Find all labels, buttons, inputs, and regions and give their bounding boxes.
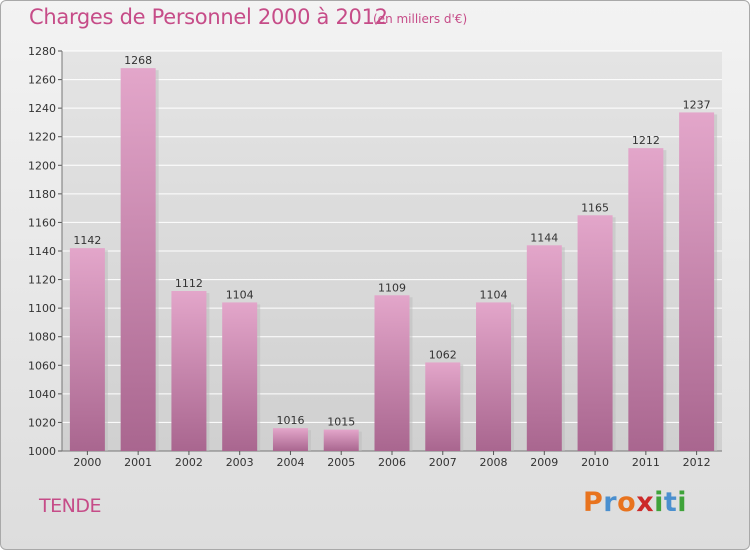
- logo-letter: P: [583, 487, 604, 518]
- y-tick-label: 1080: [28, 331, 56, 344]
- x-tick-label: 2002: [175, 456, 203, 469]
- y-tick-label: 1060: [28, 359, 56, 372]
- data-label: 1112: [175, 277, 203, 290]
- data-label: 1104: [226, 288, 254, 301]
- y-tick-label: 1160: [28, 216, 56, 229]
- chart-title: Charges de Personnel 2000 à 2012: [29, 5, 388, 29]
- y-tick-label: 1220: [28, 131, 56, 144]
- y-tick-label: 1260: [28, 74, 56, 87]
- x-tick-label: 2003: [226, 456, 254, 469]
- y-tick-label: 1000: [28, 445, 56, 458]
- commune-name: TENDE: [39, 495, 101, 517]
- logo-letter: x: [636, 487, 655, 518]
- x-tick-label: 2007: [429, 456, 457, 469]
- y-tick-label: 1100: [28, 302, 56, 315]
- x-tick-label: 2000: [73, 456, 101, 469]
- bar: [374, 295, 410, 451]
- x-tick-label: 2004: [276, 456, 304, 469]
- logo-letter: o: [617, 487, 637, 518]
- bar: [425, 362, 461, 451]
- y-tick-label: 1120: [28, 274, 56, 287]
- bar: [323, 429, 359, 451]
- x-tick-label: 2009: [530, 456, 558, 469]
- bar: [69, 248, 105, 451]
- data-label: 1104: [480, 288, 508, 301]
- bar: [577, 215, 613, 451]
- y-tick-label: 1280: [28, 45, 56, 58]
- y-tick-label: 1180: [28, 188, 56, 201]
- bar: [628, 148, 664, 451]
- data-label: 1062: [429, 348, 457, 361]
- x-tick-label: 2011: [632, 456, 660, 469]
- x-tick-label: 2001: [124, 456, 152, 469]
- bar: [476, 302, 512, 451]
- x-tick-label: 2008: [480, 456, 508, 469]
- x-tick-label: 2012: [683, 456, 711, 469]
- data-label: 1268: [124, 54, 152, 67]
- data-label: 1109: [378, 281, 406, 294]
- bar: [679, 112, 715, 451]
- logo-letter: r: [603, 487, 618, 518]
- data-label: 1015: [327, 416, 355, 429]
- x-tick-label: 2005: [327, 456, 355, 469]
- chart-subtitle: (en milliers d'€): [373, 12, 468, 26]
- y-tick-label: 1140: [28, 245, 56, 258]
- data-label: 1212: [632, 134, 660, 147]
- y-tick-label: 1040: [28, 388, 56, 401]
- data-label: 1144: [530, 231, 558, 244]
- data-label: 1237: [683, 98, 711, 111]
- data-label: 1016: [276, 414, 304, 427]
- bar: [222, 302, 258, 451]
- logo-letter: t: [663, 487, 678, 518]
- x-tick-label: 2010: [581, 456, 609, 469]
- logo-letter: i: [654, 487, 664, 518]
- y-tick-label: 1020: [28, 416, 56, 429]
- bar: [171, 291, 207, 451]
- logo-letter: i: [677, 487, 688, 518]
- y-tick-label: 1240: [28, 102, 56, 115]
- x-tick-label: 2006: [378, 456, 406, 469]
- proxiti-logo: Proxiti: [583, 487, 687, 518]
- data-label: 1142: [73, 234, 101, 247]
- data-label: 1165: [581, 201, 609, 214]
- bar: [272, 428, 308, 451]
- bar: [120, 68, 156, 452]
- y-tick-label: 1200: [28, 159, 56, 172]
- bar: [526, 245, 562, 451]
